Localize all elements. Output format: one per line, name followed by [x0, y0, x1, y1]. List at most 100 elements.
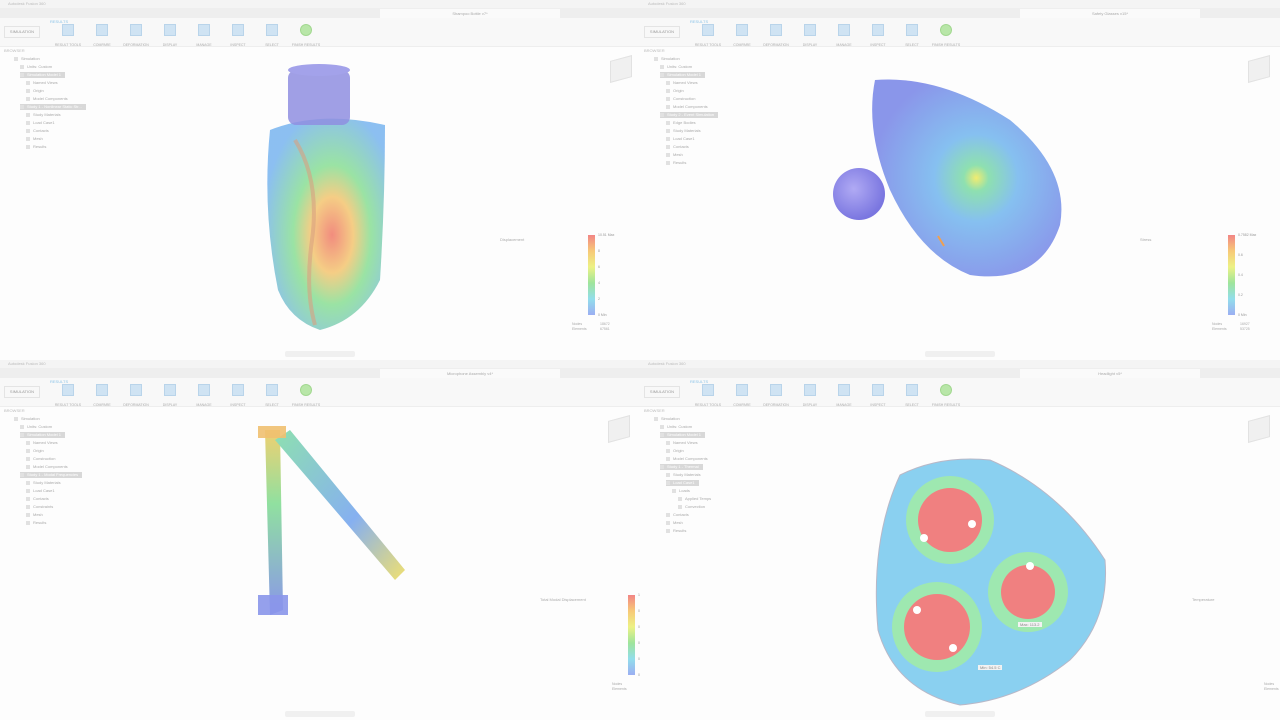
tree-item[interactable]: Mesh	[26, 136, 43, 142]
tree-item[interactable]: Simulation Model 1	[20, 72, 66, 78]
toolbar-group[interactable]: FINISH RESULTS	[926, 382, 966, 407]
tree-item[interactable]: Load Case1	[666, 480, 699, 486]
toolbar-group[interactable]: MANAGE	[184, 22, 224, 47]
tree-item[interactable]: Study 1 - Thermal	[660, 464, 703, 470]
tree-item[interactable]: Results	[26, 144, 46, 150]
tree-item[interactable]: Load Case1	[666, 136, 695, 142]
toolbar-group[interactable]: FINISH RESULTS	[286, 382, 326, 407]
tree-item[interactable]: Study Materials	[26, 112, 61, 118]
navigation-bar[interactable]	[285, 351, 355, 357]
tree-item[interactable]: Simulation Model 1	[660, 432, 706, 438]
tree-item[interactable]: Loads	[672, 488, 690, 494]
tree-item[interactable]: Study Materials	[26, 480, 61, 486]
workspace-menu[interactable]: SIMULATION	[4, 386, 40, 398]
toolbar-group[interactable]: INSPECT	[858, 22, 898, 47]
tree-item[interactable]: Model Components	[26, 464, 68, 470]
tree-item[interactable]: Origin	[26, 448, 44, 454]
tree-item[interactable]: Study 1 - Nonlinear Static Str...	[20, 104, 86, 110]
tree-item[interactable]: Simulation	[654, 416, 680, 422]
tree-item[interactable]: Named Views	[26, 80, 58, 86]
tree-item[interactable]: Load Case1	[26, 488, 55, 494]
tree-item[interactable]: Edge Bodies	[666, 120, 696, 126]
toolbar-group[interactable]: MANAGE	[824, 22, 864, 47]
tree-item[interactable]: Results	[666, 528, 686, 534]
toolbar-group[interactable]: COMPARE	[82, 382, 122, 407]
toolbar-group[interactable]: COMPARE	[722, 22, 762, 47]
toolbar-group[interactable]: DISPLAY	[790, 22, 830, 47]
tree-item[interactable]: Constraints	[26, 504, 53, 510]
toolbar-group[interactable]: INSPECT	[218, 22, 258, 47]
toolbar-group[interactable]: DEFORMATION	[756, 22, 796, 47]
tree-item[interactable]: Origin	[666, 448, 684, 454]
document-tab[interactable]: Headlight v5*	[1020, 369, 1200, 378]
navigation-bar[interactable]	[925, 351, 995, 357]
tree-item[interactable]: Construction	[26, 456, 55, 462]
tree-item[interactable]: Contacts	[26, 496, 49, 502]
tree-item[interactable]: Study 2 - Event Simulation	[660, 112, 719, 118]
toolbar-group[interactable]: FINISH RESULTS	[286, 22, 326, 47]
toolbar-group[interactable]: RESULT TOOLS	[48, 22, 88, 47]
tree-item[interactable]: Construction	[666, 96, 695, 102]
workspace-menu[interactable]: SIMULATION	[644, 26, 680, 38]
toolbar-group[interactable]: DEFORMATION	[116, 22, 156, 47]
tree-item[interactable]: Results	[666, 160, 686, 166]
workspace-menu[interactable]: SIMULATION	[644, 386, 680, 398]
results-tab[interactable]: RESULTS	[50, 19, 69, 24]
toolbar-group[interactable]: INSPECT	[858, 382, 898, 407]
toolbar-group[interactable]: SELECT	[892, 22, 932, 47]
tree-item[interactable]: Mesh	[666, 152, 683, 158]
toolbar-group[interactable]: SELECT	[892, 382, 932, 407]
tree-item[interactable]: Contacts	[26, 128, 49, 134]
results-tab[interactable]: RESULTS	[690, 19, 709, 24]
tree-item[interactable]: Study Materials	[666, 472, 701, 478]
tree-item[interactable]: Study Materials	[666, 128, 701, 134]
toolbar-group[interactable]: RESULT TOOLS	[688, 22, 728, 47]
tree-item[interactable]: Load Case1	[26, 120, 55, 126]
document-tab[interactable]: Safety Glasses v15*	[1020, 9, 1200, 18]
toolbar-group[interactable]: INSPECT	[218, 382, 258, 407]
document-tab[interactable]: Shampoo Bottle v7*	[380, 9, 560, 18]
tree-item[interactable]: Results	[26, 520, 46, 526]
tree-item[interactable]: Named Views	[26, 440, 58, 446]
navigation-bar[interactable]	[925, 711, 995, 717]
tree-item[interactable]: Simulation	[14, 56, 40, 62]
workspace-menu[interactable]: SIMULATION	[4, 26, 40, 38]
toolbar-group[interactable]: DISPLAY	[150, 22, 190, 47]
tree-item[interactable]: Named Views	[666, 440, 698, 446]
toolbar-group[interactable]: DISPLAY	[790, 382, 830, 407]
toolbar-group[interactable]: FINISH RESULTS	[926, 22, 966, 47]
toolbar-group[interactable]: DEFORMATION	[756, 382, 796, 407]
toolbar-group[interactable]: RESULT TOOLS	[48, 382, 88, 407]
tree-item[interactable]: Mesh	[666, 520, 683, 526]
navigation-bar[interactable]	[285, 711, 355, 717]
tree-item[interactable]: Convection	[678, 504, 705, 510]
results-tab[interactable]: RESULTS	[50, 379, 69, 384]
tree-item[interactable]: Simulation Model 1	[660, 72, 706, 78]
document-tab[interactable]: Microphone Assembly v4*	[380, 369, 560, 378]
tree-item[interactable]: Simulation	[654, 56, 680, 62]
tree-item[interactable]: Units: Custom	[20, 64, 52, 70]
toolbar-group[interactable]: SELECT	[252, 382, 292, 407]
tree-item[interactable]: Model Components	[666, 456, 708, 462]
tree-item[interactable]: Origin	[666, 88, 684, 94]
toolbar-group[interactable]: DEFORMATION	[116, 382, 156, 407]
tree-item[interactable]: Contacts	[666, 512, 689, 518]
toolbar-group[interactable]: COMPARE	[82, 22, 122, 47]
tree-item[interactable]: Simulation Model 1	[20, 432, 66, 438]
toolbar-group[interactable]: COMPARE	[722, 382, 762, 407]
tree-item[interactable]: Origin	[26, 88, 44, 94]
results-tab[interactable]: RESULTS	[690, 379, 709, 384]
tree-item[interactable]: Contacts	[666, 144, 689, 150]
tree-item[interactable]: Named Views	[666, 80, 698, 86]
tree-item[interactable]: Units: Custom	[20, 424, 52, 430]
toolbar-group[interactable]: MANAGE	[824, 382, 864, 407]
tree-item[interactable]: Mesh	[26, 512, 43, 518]
tree-item[interactable]: Study 1 - Modal Frequencies	[20, 472, 83, 478]
tree-item[interactable]: Units: Custom	[660, 424, 692, 430]
toolbar-group[interactable]: SELECT	[252, 22, 292, 47]
toolbar-group[interactable]: MANAGE	[184, 382, 224, 407]
tree-item[interactable]: Applied Temps	[678, 496, 711, 502]
toolbar-group[interactable]: DISPLAY	[150, 382, 190, 407]
tree-item[interactable]: Simulation	[14, 416, 40, 422]
tree-item[interactable]: Model Components	[26, 96, 68, 102]
